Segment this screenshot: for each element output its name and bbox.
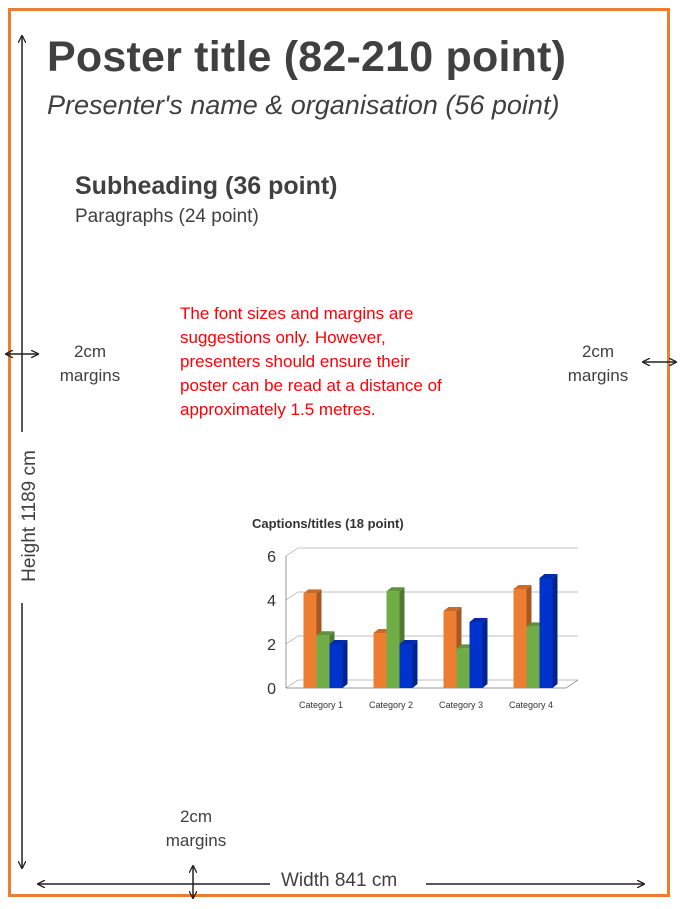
chart-title: Captions/titles (18 point) (252, 516, 404, 531)
bar (456, 648, 470, 688)
bar-side (412, 640, 418, 688)
right-margin-label: 2cm margins (560, 340, 636, 388)
margin-word: margins (165, 831, 227, 850)
bar (539, 578, 553, 688)
presenter-line: Presenter's name & organisation (56 poin… (47, 90, 560, 120)
suggestion-note: The font sizes and margins are suggestio… (180, 302, 500, 422)
bar-chart: 0 2 4 6 Category 1 Category 2 Category 3 Catego… (267, 547, 579, 710)
margin-size: 2cm (581, 342, 615, 361)
width-label: Width 841 cm (281, 870, 398, 891)
bar (316, 635, 330, 688)
bar (513, 589, 527, 688)
bar (526, 626, 540, 688)
height-label: Height 1189 cm (19, 450, 40, 582)
margin-word: margins (567, 366, 629, 385)
y-tick-label: 6 (267, 549, 276, 566)
bottom-margin-label: 2cm margins (158, 805, 234, 853)
bar-side (552, 574, 558, 688)
grid-diagonal (285, 679, 299, 689)
note-line: suggestions only. However, (180, 328, 386, 347)
note-line: presenters should ensure their (180, 352, 410, 371)
margin-size: 2cm (73, 342, 107, 361)
bar (443, 611, 457, 688)
bar-top (303, 589, 322, 594)
bar-side (342, 640, 348, 688)
bar (386, 591, 400, 688)
bar-top (386, 587, 405, 592)
poster-border (8, 8, 670, 897)
grid-diagonal (285, 547, 299, 557)
grid-diagonal (285, 635, 299, 645)
bar-top (469, 618, 488, 622)
margin-size: 2cm (179, 807, 213, 826)
bar-side (482, 618, 488, 688)
note-line: poster can be read at a distance of (180, 376, 442, 395)
bar-top (539, 574, 558, 578)
margin-word: margins (59, 366, 121, 385)
floor-edge (565, 679, 579, 689)
grid-diagonal (285, 591, 299, 601)
paragraphs-text: Paragraphs (24 point) (75, 206, 259, 227)
y-tick-label: 0 (267, 681, 276, 698)
bar (373, 633, 387, 688)
note-line: The font sizes and margins are (180, 304, 414, 323)
bar (329, 644, 343, 688)
bar (303, 593, 317, 688)
x-tick-label: Category 4 (509, 700, 553, 710)
bar (399, 644, 413, 688)
bar (469, 622, 483, 688)
note-line: approximately 1.5 metres. (180, 400, 376, 419)
x-tick-label: Category 3 (439, 700, 483, 710)
left-margin-label: 2cm margins (52, 340, 128, 388)
bar-top (316, 631, 335, 636)
bar-top (399, 640, 418, 644)
x-tick-label: Category 2 (369, 700, 413, 710)
subheading: Subheading (36 point) (75, 172, 338, 200)
y-tick-label: 4 (267, 593, 276, 610)
y-tick-label: 2 (267, 637, 276, 654)
bar-top (329, 640, 348, 644)
bar-top (513, 585, 532, 589)
bar-top (443, 607, 462, 611)
x-tick-label: Category 1 (299, 700, 343, 710)
poster-title: Poster title (82-210 point) (47, 33, 567, 81)
